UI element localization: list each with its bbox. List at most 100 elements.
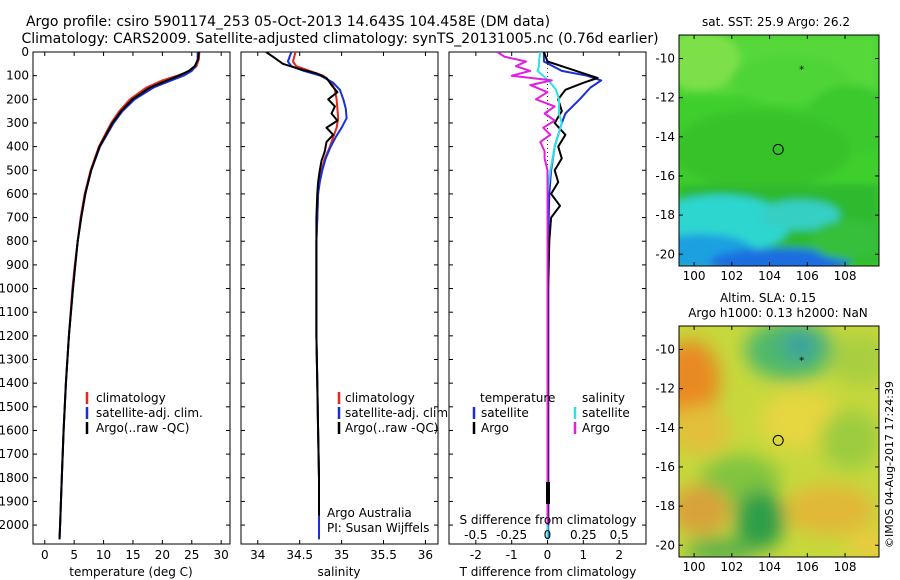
- sla-heatmap: [679, 326, 879, 557]
- legend-label-argo: Argo(..raw -QC): [96, 421, 189, 435]
- x-tick-label: 1: [579, 548, 587, 562]
- imos-timestamp: ©IMOS 04-Aug-2017 17:24:39: [883, 381, 896, 548]
- sla-map-frame: [678, 325, 880, 558]
- depth-tick-label: 600: [6, 187, 29, 201]
- temperature-panel: 0100200300400500600700800900100011001200…: [0, 45, 231, 579]
- deep-argo-marker: [546, 482, 550, 504]
- depth-tick-label: 1500: [0, 400, 29, 414]
- x-tick-label: -2: [470, 548, 482, 562]
- x-tick-label: 0: [544, 548, 552, 562]
- x-tick-label: 35.5: [370, 548, 397, 562]
- x-tick-label: 34: [250, 548, 265, 562]
- legend-label-climatology: climatology: [345, 391, 415, 405]
- sla-map-subtitle: Argo h1000: 0.13 h2000: NaN: [688, 306, 868, 320]
- x-tick-label: 0: [41, 548, 49, 562]
- s-diff-tick-label: 0.5: [610, 528, 629, 542]
- depth-axis: 0 100 200 300 400 500 600 700 800 900 1000 1100 1200…: [0, 45, 230, 532]
- legend-label-s-argo: Argo: [582, 421, 610, 435]
- t-difference-axis-label: T difference from climatology: [459, 565, 637, 579]
- temperature-plot-frame: [32, 51, 231, 545]
- map-x-tick-label: 106: [796, 560, 819, 574]
- salinity-plot-frame: [240, 51, 439, 545]
- sla-map-axes: 100 102 104 106 108 -10 -12 -14 -16 -18 -20: [655, 326, 879, 574]
- map-x-tick-label: 102: [720, 560, 743, 574]
- salinity-axis: 34 34.5 35 35.5 36: [250, 52, 433, 562]
- x-tick-label: 10: [96, 548, 111, 562]
- legend-label-climatology: climatology: [96, 391, 166, 405]
- s-diff-tick-label: -0.25: [496, 528, 527, 542]
- legend-temperature-heading: temperature: [480, 391, 555, 405]
- temperature-series: [58, 52, 201, 540]
- s-diff-tick-label: 0.25: [570, 528, 597, 542]
- map-x-tick-label: 102: [720, 269, 743, 283]
- difference-series: [496, 52, 603, 540]
- legend-label-satellite: satellite-adj. clim.: [96, 406, 203, 420]
- argo-australia-note: Argo Australia: [327, 506, 412, 520]
- salinity-depth-ticks: [241, 51, 438, 526]
- depth-tick-label: 200: [6, 92, 29, 106]
- series-line-argo-raw-qc-: [265, 52, 339, 516]
- map-x-tick-label: 100: [683, 560, 706, 574]
- map-x-tick-label: 104: [758, 560, 781, 574]
- difference-panel: -2 -1 0 1 2 S difference from climatology -0…: [448, 51, 647, 579]
- map-y-tick-label: -18: [655, 208, 675, 222]
- x-tick-label: 25: [184, 548, 199, 562]
- salinity-panel: 34 34.5 35 35.5 36 salinity climatology sate…: [240, 51, 452, 579]
- x-tick-label: 5: [70, 548, 78, 562]
- legend-label-argo: Argo(..raw -QC): [345, 421, 438, 435]
- temperature-legend: climatology satellite-adj. clim. Argo(..…: [85, 391, 203, 435]
- sst-map-frame: [678, 34, 880, 267]
- sst-map-axes: 100 102 104 106 108 -10 -12 -14 -16 -18 -20: [655, 35, 879, 283]
- sla-map-title: Altim. SLA: 0.15: [720, 291, 816, 305]
- sst-heatmap: [679, 35, 879, 266]
- depth-tick-label: 700: [6, 211, 29, 225]
- s-diff-tick-label: 0: [544, 528, 552, 542]
- legend-salinity-heading: salinity: [582, 391, 625, 405]
- depth-tick-label: 100: [6, 69, 29, 83]
- sst-argo-position-marker: [772, 143, 784, 155]
- map-y-tick-label: -20: [655, 247, 675, 261]
- map-x-tick-label: 100: [683, 269, 706, 283]
- salinity-legend: climatology satellite-adj. clim. Argo(..…: [337, 391, 452, 435]
- map-y-tick-label: -12: [655, 91, 675, 105]
- s-difference-ticks: -0.5 -0.25 0 0.25 0.5: [464, 528, 629, 542]
- map-x-tick-label: 108: [834, 269, 857, 283]
- x-tick-label: 2: [615, 548, 623, 562]
- sst-map-panel: sat. SST: 25.9 Argo: 26.2 100 102 104 106 10…: [655, 15, 880, 283]
- salinity-axis-label: salinity: [317, 565, 360, 579]
- difference-legend: temperature satellite Argo salinity sate…: [472, 391, 630, 435]
- salinity-series: [265, 52, 348, 540]
- map-y-tick-label: -14: [655, 421, 675, 435]
- x-tick-label: 34.5: [286, 548, 313, 562]
- legend-label-t-argo: Argo: [481, 421, 509, 435]
- legend-label-satellite: satellite-adj. clim.: [345, 406, 452, 420]
- series-line-argo-raw-qc-: [58, 52, 200, 540]
- depth-tick-label: 300: [6, 116, 29, 130]
- header-subtitle: Climatology: CARS2009. Satellite-adjuste…: [21, 31, 658, 47]
- sla-argo-position-marker: [772, 434, 784, 446]
- map-y-tick-label: -12: [655, 382, 675, 396]
- difference-depth-ticks: [449, 51, 646, 526]
- x-tick-label: 30: [214, 548, 229, 562]
- legend-label-s-satellite: satellite: [582, 406, 630, 420]
- map-y-tick-label: -10: [655, 51, 675, 65]
- depth-tick-label: 1200: [0, 329, 29, 343]
- x-tick-label: 20: [155, 548, 170, 562]
- depth-tick-label: 1400: [0, 376, 29, 390]
- depth-tick-label: 1700: [0, 447, 29, 461]
- depth-tick-label: 0: [21, 45, 29, 59]
- map-x-tick-label: 104: [758, 269, 781, 283]
- x-tick-label: 15: [125, 548, 140, 562]
- depth-tick-label: 1300: [0, 353, 29, 367]
- s-difference-axis-label: S difference from climatology: [460, 513, 637, 527]
- depth-tick-label: 800: [6, 234, 29, 248]
- depth-tick-label: 1000: [0, 282, 29, 296]
- map-x-tick-label: 108: [834, 560, 857, 574]
- x-tick-label: 35: [334, 548, 349, 562]
- temperature-axis-label: temperature (deg C): [69, 565, 192, 579]
- sla-reference-star-icon: *: [799, 355, 804, 366]
- depth-tick-label: 2000: [0, 518, 29, 532]
- pi-note: PI: Susan Wijffels: [327, 521, 429, 535]
- map-y-tick-label: -14: [655, 130, 675, 144]
- difference-axis: -2 -1 0 1 2: [470, 52, 623, 562]
